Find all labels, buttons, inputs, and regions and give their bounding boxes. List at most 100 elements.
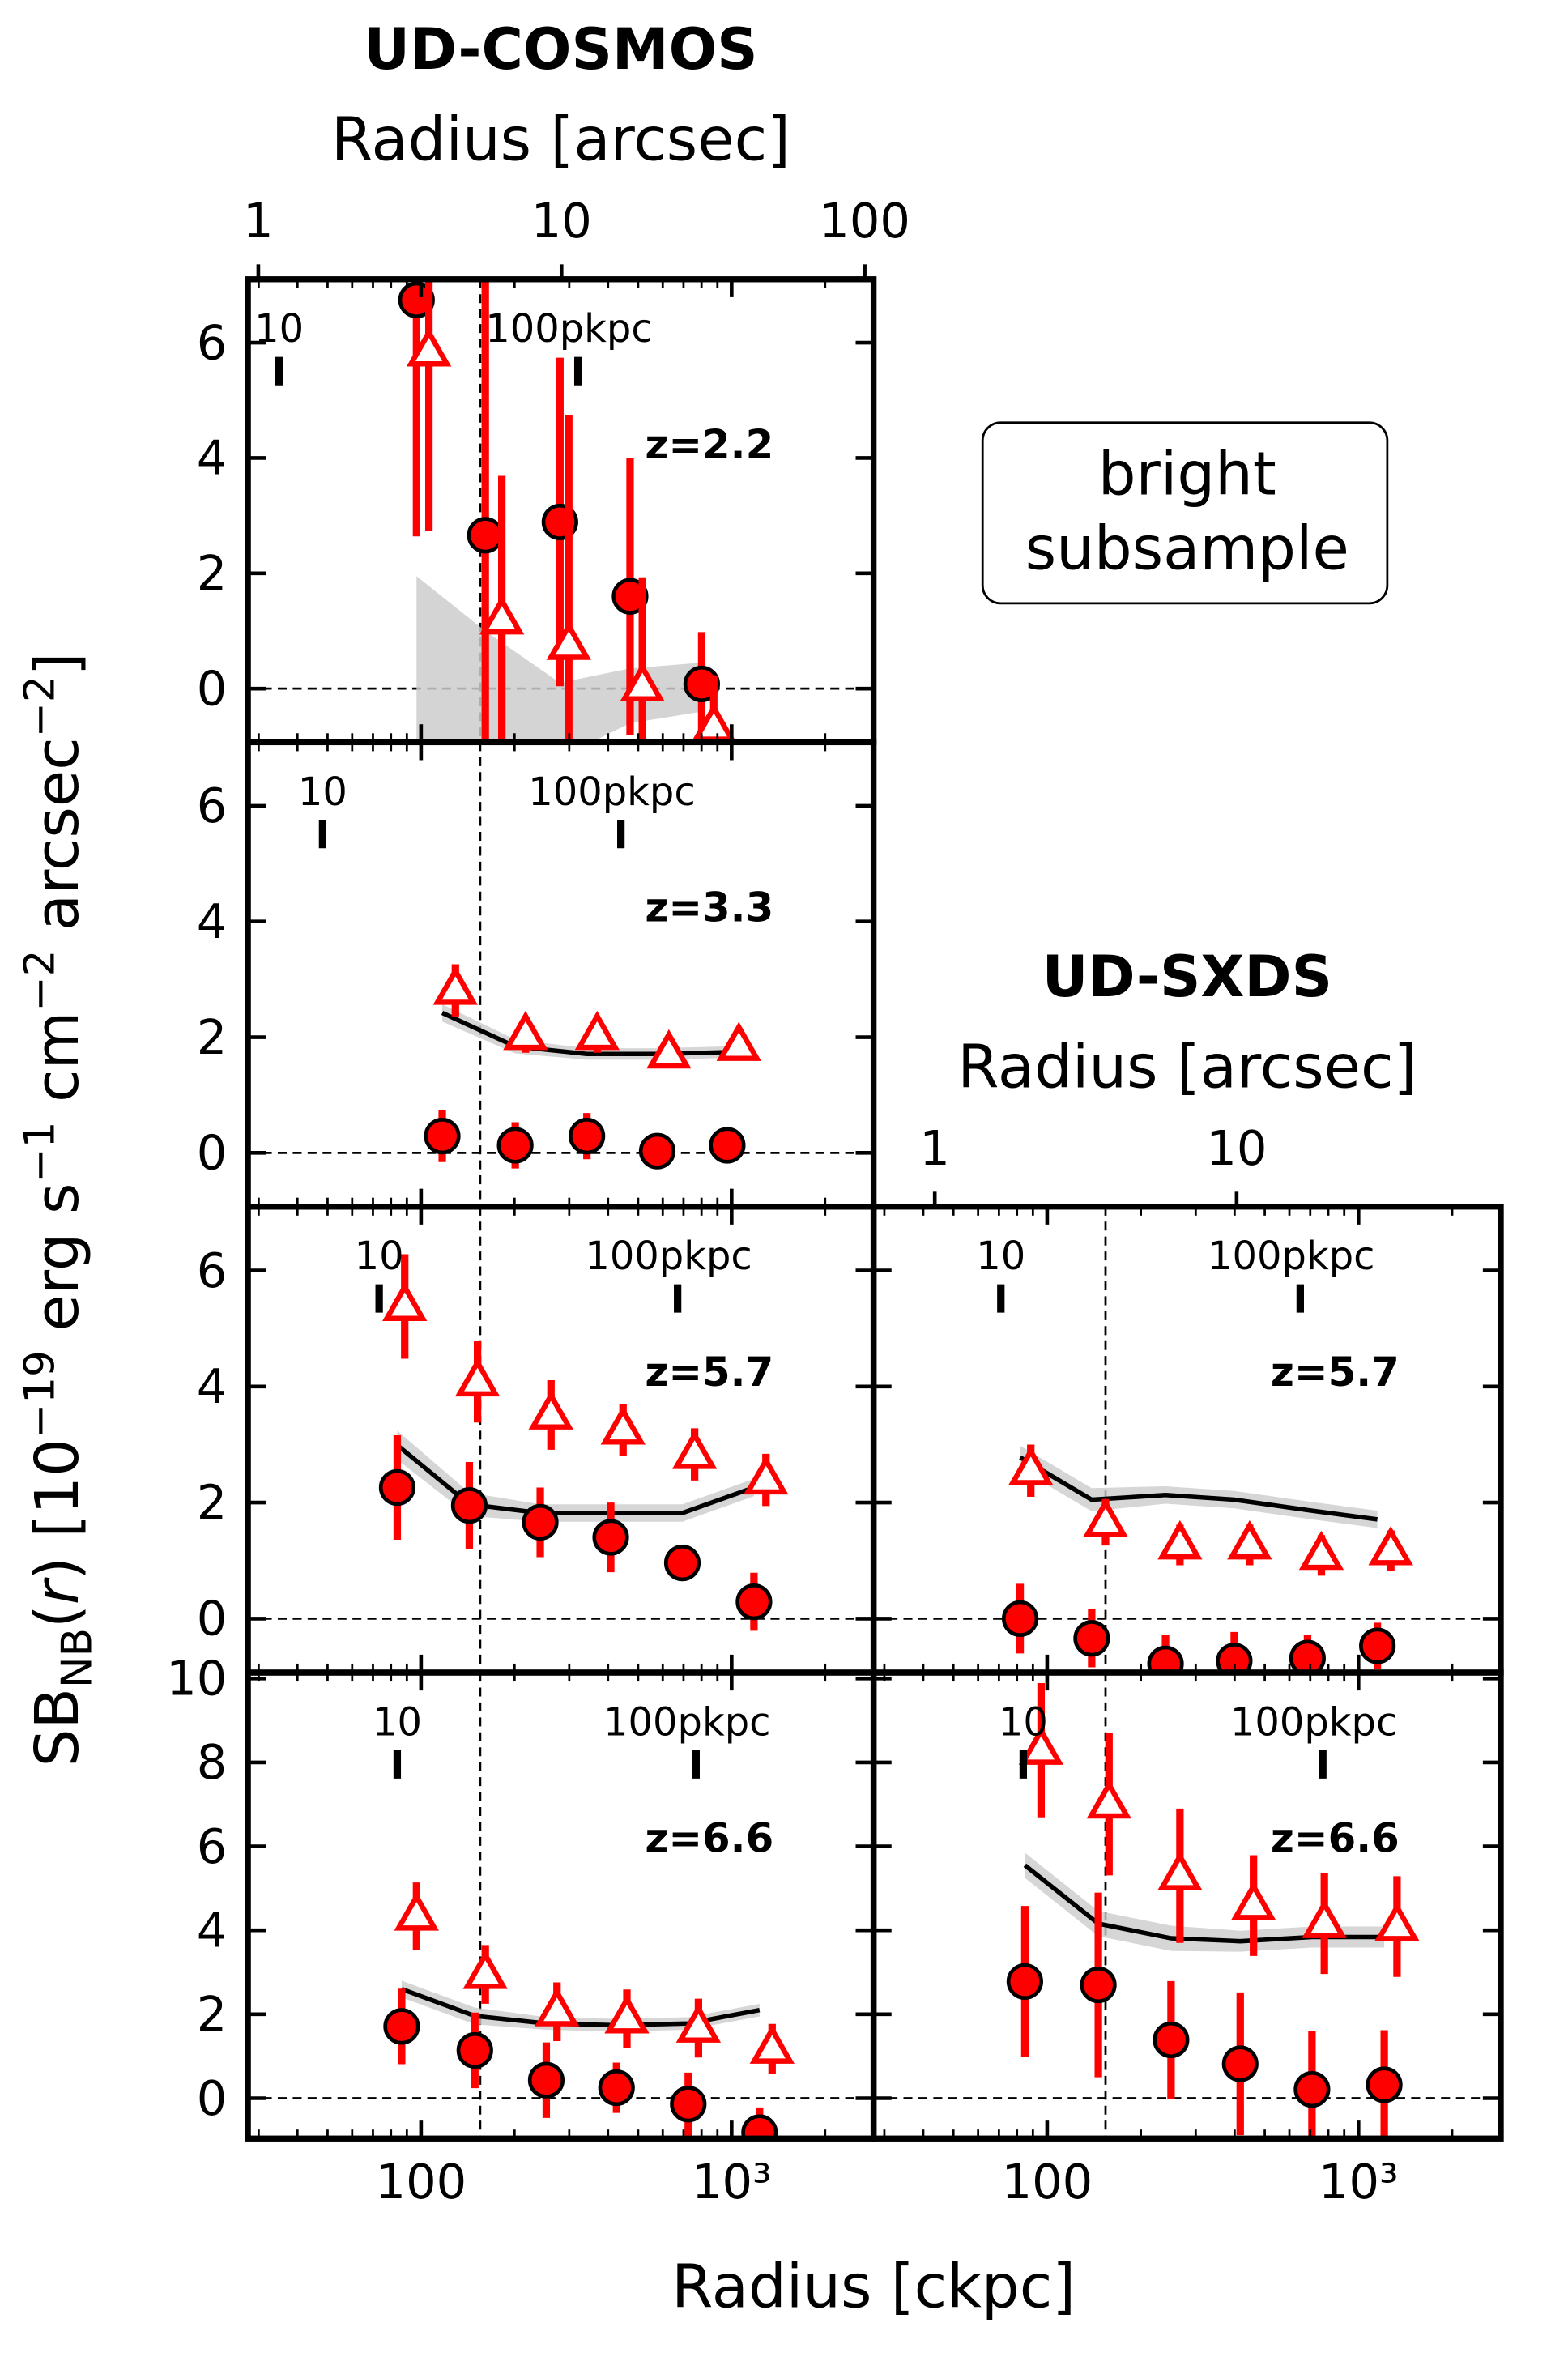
pkpc-tick-label: 100pkpc — [1230, 1700, 1397, 1745]
pkpc-tick-label: 10 — [976, 1234, 1025, 1279]
data-point — [496, 1127, 534, 1164]
y-tick-label: 2 — [197, 545, 228, 601]
data-point — [749, 2024, 795, 2064]
data-point — [450, 1487, 488, 1524]
y-tick-label: 4 — [197, 1902, 228, 1958]
y-tick-label: 4 — [197, 430, 228, 486]
redshift-label: z=5.7 — [1271, 1349, 1400, 1396]
model-line — [1019, 1455, 1378, 1522]
data-point — [546, 620, 591, 660]
y-axis-label-part: −19 — [15, 1350, 64, 1438]
chart-title: UD-SXDS — [1042, 944, 1332, 1010]
data-point — [646, 1029, 692, 1069]
data-point — [574, 1010, 620, 1051]
chart-title: UD-COSMOS — [364, 16, 757, 83]
data-point — [454, 1357, 501, 1397]
y-axis-label-part: ] — [23, 652, 92, 676]
y-tick-label: 6 — [197, 1818, 228, 1874]
panel-frame — [245, 1669, 877, 2142]
redshift-label: z=6.6 — [1271, 1814, 1400, 1861]
pkpc-tick-label: 10 — [254, 307, 304, 352]
redshift-label: z=5.7 — [645, 1349, 773, 1396]
data-point — [691, 702, 736, 742]
y-tick-label: 8 — [197, 1734, 228, 1790]
y-axis-label-part: ( — [23, 1605, 92, 1628]
data-point — [1006, 1963, 1043, 2001]
y-tick-label: 6 — [197, 314, 228, 370]
data-point — [522, 1503, 559, 1541]
x2-tick-label: 10 — [1206, 1120, 1267, 1176]
y-axis-label-part: erg s — [23, 1183, 92, 1351]
data-point — [1227, 1519, 1272, 1560]
data-point — [432, 965, 478, 1005]
data-point — [1157, 1851, 1203, 1890]
y-tick-label: 0 — [197, 1591, 228, 1647]
data-point — [528, 1390, 573, 1430]
x2-tick-label: 1 — [243, 193, 274, 249]
data-point — [716, 1021, 761, 1061]
data-point — [671, 1430, 718, 1469]
pkpc-tick-label: 100pkpc — [603, 1700, 770, 1745]
panel: 10 100pkpc z=5.7 0 2 4 6 — [197, 1204, 877, 1676]
y-axis-label-part: cm — [23, 1012, 92, 1122]
data-point — [1080, 1966, 1117, 2004]
data-point — [1221, 2045, 1259, 2082]
panel: 10 100pkpc z=5.7 1 10 Radius [arcsec] UD-SXDS — [870, 944, 1504, 1676]
data-point — [592, 1519, 629, 1556]
data-point — [394, 1891, 439, 1931]
redshift-label: z=2.2 — [645, 421, 773, 468]
data-point — [1147, 1645, 1184, 1673]
note-line: bright — [1098, 440, 1276, 509]
y-tick-label: 6 — [197, 778, 228, 833]
model-band — [397, 1430, 754, 1522]
data-point — [675, 2003, 722, 2043]
redshift-label: z=3.3 — [645, 884, 773, 931]
y-axis-label-part: SB — [23, 1688, 92, 1767]
x-tick-label: 10³ — [1319, 2154, 1399, 2210]
x-tick-label: 10³ — [692, 2154, 772, 2210]
data-point — [1302, 1899, 1347, 1938]
note-line: subsample — [1025, 514, 1349, 583]
data-point — [604, 1994, 650, 2034]
data-point — [744, 1455, 789, 1495]
y-tick-label: 0 — [197, 2070, 228, 2126]
data-point — [527, 2061, 565, 2099]
data-point — [683, 665, 720, 703]
x2-tick-label: 100 — [819, 193, 910, 249]
y-axis-label-part: −2 — [15, 950, 64, 1012]
plot-area — [248, 742, 874, 1207]
panel-frame — [245, 1204, 877, 1676]
y-axis-label-part: −1 — [15, 1121, 64, 1183]
data-point — [620, 662, 665, 701]
plot-area — [248, 279, 874, 743]
y-tick-label: 0 — [197, 1125, 228, 1181]
pkpc-tick-label: 100pkpc — [585, 1234, 752, 1279]
plot-area — [248, 1206, 874, 1673]
data-point — [1293, 2071, 1331, 2108]
pkpc-tick-label: 100pkpc — [485, 307, 652, 352]
panel: 10 100pkpc z=6.6 100 10³ — [870, 1669, 1504, 2210]
y-tick-label: 6 — [197, 1242, 228, 1298]
y-tick-label: 10 — [166, 1651, 227, 1707]
data-point — [735, 1583, 773, 1621]
data-point — [1153, 2021, 1190, 2059]
x-axis-label: Radius [ckpc] — [671, 2253, 1076, 2322]
data-point — [1216, 1643, 1253, 1673]
data-point — [1368, 1526, 1413, 1566]
data-point — [1086, 1779, 1131, 1819]
data-point — [1298, 1530, 1344, 1571]
y-axis-label-part: ) [10 — [23, 1438, 92, 1580]
data-point — [709, 1127, 746, 1164]
data-point — [378, 1468, 416, 1507]
plot-area — [873, 1673, 1502, 2139]
y-tick-label: 2 — [197, 1474, 228, 1530]
panel-frame — [870, 1204, 1504, 1676]
y-tick-label: 4 — [197, 893, 228, 949]
data-point — [569, 1118, 606, 1155]
x2-tick-label: 1 — [919, 1120, 950, 1176]
data-point — [383, 2008, 420, 2045]
y-tick-label: 2 — [197, 1986, 228, 2042]
data-point — [741, 2114, 778, 2139]
data-point — [398, 281, 435, 318]
